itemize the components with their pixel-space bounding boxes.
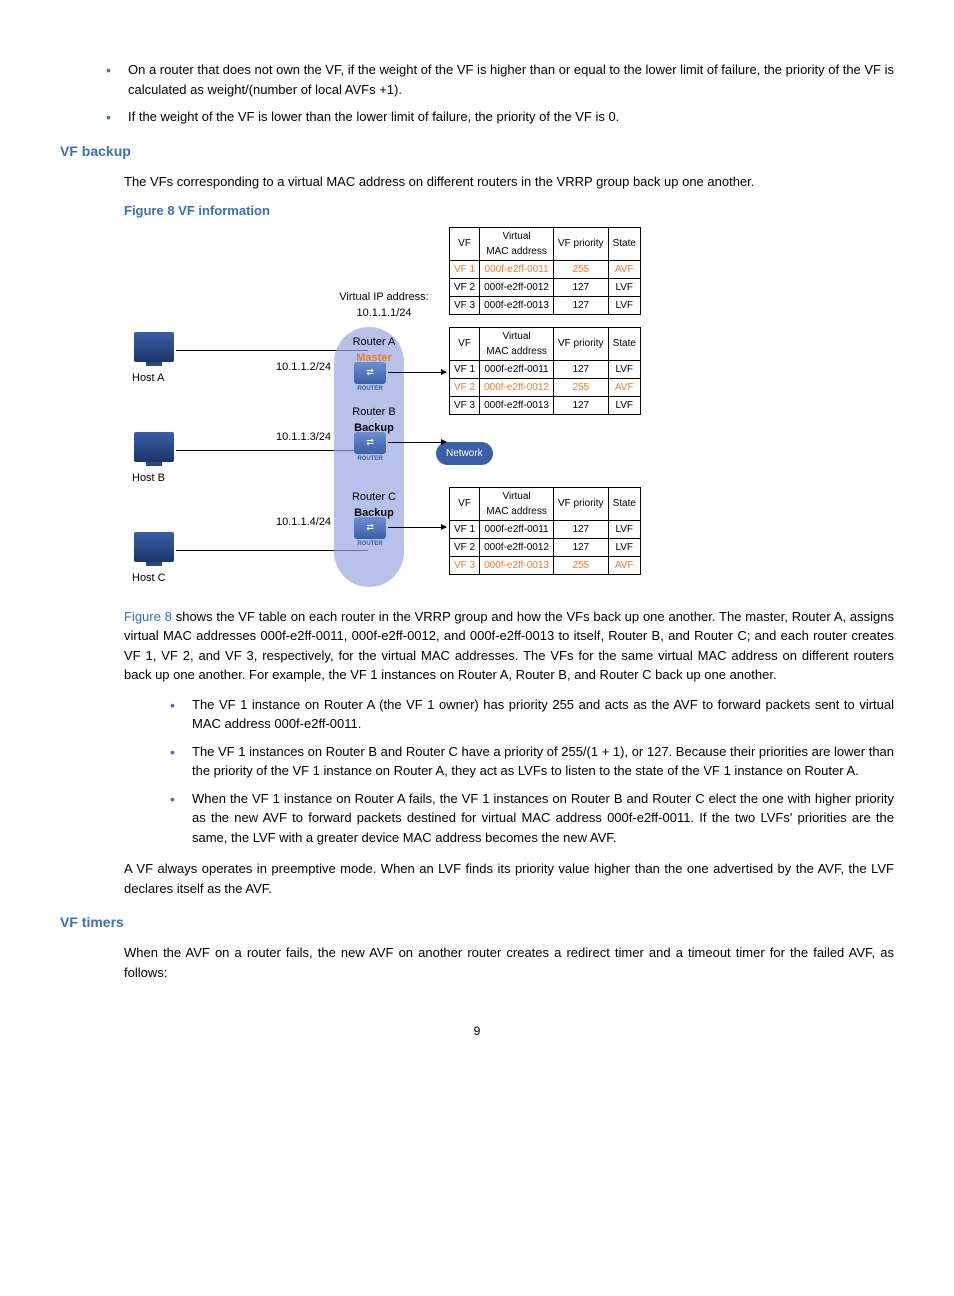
host-icon: [134, 432, 174, 462]
bullet-item: If the weight of the VF is lower than th…: [100, 107, 894, 127]
paragraph-after-figure: Figure 8 shows the VF table on each rout…: [124, 607, 894, 685]
figure-8: Host A Host B Host C Virtual IP address:10.…: [124, 227, 894, 597]
router-ip: 10.1.1.3/24: [276, 429, 331, 446]
bullet-item: On a router that does not own the VF, if…: [100, 60, 894, 99]
vf-table: VFVirtualMAC addressVF priorityStateVF 1…: [449, 327, 641, 415]
figure-8-link[interactable]: Figure 8: [124, 609, 172, 624]
heading-vf-backup: VF backup: [60, 141, 894, 162]
vf-table: VFVirtualMAC addressVF priorityStateVF 1…: [449, 227, 641, 315]
router-ip: 10.1.1.4/24: [276, 514, 331, 531]
bullet-item: When the VF 1 instance on Router A fails…: [164, 789, 894, 848]
router-icon: ⇄: [354, 362, 386, 384]
paragraph-vf-backup: The VFs corresponding to a virtual MAC a…: [124, 172, 894, 192]
heading-vf-timers: VF timers: [60, 912, 894, 933]
paragraph-vf-timers: When the AVF on a router fails, the new …: [124, 943, 894, 982]
after-figure-bullets: The VF 1 instance on Router A (the VF 1 …: [164, 695, 894, 848]
host-label: Host A: [132, 370, 164, 387]
router-ip: 10.1.1.2/24: [276, 359, 331, 376]
host-label: Host C: [132, 570, 166, 587]
network-label: Network: [436, 442, 493, 465]
paragraph-preempt: A VF always operates in preemptive mode.…: [124, 859, 894, 898]
intro-bullet-list: On a router that does not own the VF, if…: [100, 60, 894, 127]
vf-table: VFVirtualMAC addressVF priorityStateVF 1…: [449, 487, 641, 575]
paragraph-after-figure-text: shows the VF table on each router in the…: [124, 609, 894, 683]
page-number: 9: [60, 1022, 894, 1040]
host-icon: [134, 532, 174, 562]
bullet-item: The VF 1 instance on Router A (the VF 1 …: [164, 695, 894, 734]
figure-caption: Figure 8 VF information: [124, 201, 894, 221]
host-icon: [134, 332, 174, 362]
host-label: Host B: [132, 470, 165, 487]
virtual-ip-label: Virtual IP address:10.1.1.1/24: [324, 289, 444, 322]
bullet-item: The VF 1 instances on Router B and Route…: [164, 742, 894, 781]
router-icon: ⇄: [354, 517, 386, 539]
router-icon: ⇄: [354, 432, 386, 454]
